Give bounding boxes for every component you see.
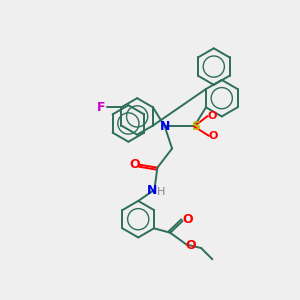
Text: O: O: [129, 158, 140, 171]
Text: O: O: [209, 131, 218, 142]
Text: N: N: [147, 184, 157, 197]
Text: N: N: [160, 120, 170, 133]
Text: S: S: [191, 120, 200, 133]
Text: O: O: [207, 110, 217, 121]
Text: H: H: [157, 187, 165, 197]
Text: O: O: [186, 238, 196, 252]
Text: O: O: [182, 213, 193, 226]
Text: F: F: [97, 101, 105, 114]
